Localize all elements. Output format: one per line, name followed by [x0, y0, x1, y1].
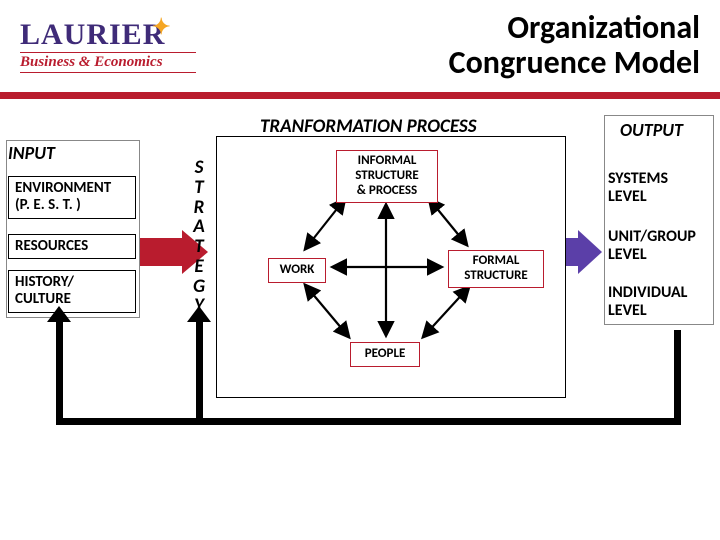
- title-line1: Organizational: [449, 10, 700, 45]
- feedback-line: [56, 418, 681, 425]
- input-history-l2: CULTURE: [15, 291, 129, 308]
- input-history-l1: HISTORY/: [15, 274, 129, 291]
- feedback-arrowhead-icon: [47, 306, 71, 322]
- logo-star-icon: ✦: [152, 14, 171, 40]
- logo-main-text: LAURIER ✦: [20, 18, 220, 52]
- input-environment-l2: (P. E. S. T. ): [15, 197, 129, 214]
- title-line2: Congruence Model: [449, 45, 700, 80]
- feedback-line: [196, 320, 203, 423]
- strategy-vertical-label: S T R A T E G Y: [190, 158, 208, 316]
- output-systems-l2: LEVEL: [608, 188, 668, 206]
- input-box-environment: ENVIRONMENT (P. E. S. T. ): [8, 176, 136, 219]
- input-box-resources: RESOURCES: [8, 234, 136, 259]
- strategy-letter: T: [190, 178, 208, 198]
- header-divider: [0, 92, 720, 99]
- output-individual: INDIVIDUAL LEVEL: [608, 284, 687, 319]
- logo: LAURIER ✦ Business & Economics: [20, 18, 220, 73]
- feedback-line: [56, 320, 63, 425]
- page-title: Organizational Congruence Model: [449, 10, 700, 80]
- strategy-letter: E: [190, 257, 208, 277]
- logo-sub-text: Business & Economics: [20, 52, 196, 73]
- node-informal-l2: STRUCTURE: [341, 169, 433, 184]
- output-section-label: OUTPUT: [620, 119, 683, 141]
- input-section-label: INPUT: [8, 142, 55, 164]
- output-unit-l2: LEVEL: [608, 246, 696, 264]
- node-formal-l2: STRUCTURE: [453, 269, 539, 284]
- output-unit: UNIT/GROUP LEVEL: [608, 228, 696, 263]
- node-formal-l1: FORMAL: [453, 254, 539, 269]
- input-box-history: HISTORY/ CULTURE: [8, 270, 136, 313]
- node-people: PEOPLE: [350, 342, 420, 367]
- feedback-line: [674, 330, 681, 425]
- strategy-letter: S: [190, 158, 208, 178]
- node-informal: INFORMAL STRUCTURE & PROCESS: [336, 150, 438, 203]
- node-informal-l3: & PROCESS: [341, 184, 433, 199]
- input-environment-l1: ENVIRONMENT: [15, 180, 129, 197]
- output-individual-l1: INDIVIDUAL: [608, 284, 687, 302]
- node-work: WORK: [268, 258, 326, 283]
- node-formal: FORMAL STRUCTURE: [448, 250, 544, 288]
- output-unit-l1: UNIT/GROUP: [608, 228, 696, 246]
- feedback-arrowhead-icon: [187, 306, 211, 322]
- transformation-section-label: TRANFORMATION PROCESS: [260, 115, 477, 138]
- logo-wordmark: LAURIER: [20, 18, 165, 51]
- output-systems: SYSTEMS LEVEL: [608, 170, 668, 205]
- strategy-letter: T: [190, 237, 208, 257]
- node-informal-l1: INFORMAL: [341, 154, 433, 169]
- output-individual-l2: LEVEL: [608, 302, 687, 320]
- output-systems-l1: SYSTEMS: [608, 170, 668, 188]
